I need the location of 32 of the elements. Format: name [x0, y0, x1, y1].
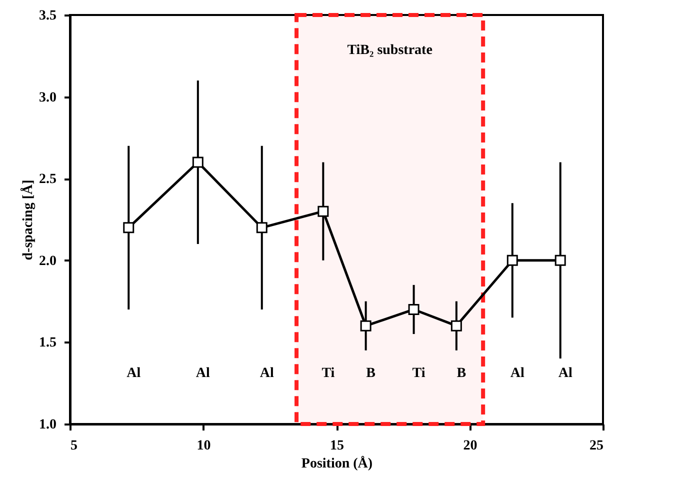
annotation: Al	[558, 366, 572, 381]
y-tick-label: 3.5	[39, 8, 56, 24]
y-tick-label: 2.0	[39, 254, 56, 269]
point	[506, 254, 518, 266]
point	[554, 254, 566, 266]
annotation: Al	[196, 366, 210, 381]
x-tick-label: 25	[590, 438, 604, 454]
point	[360, 320, 372, 332]
point	[123, 222, 134, 234]
annotation: Al	[510, 366, 524, 381]
annotation: Ti	[322, 366, 335, 381]
y-axis-title: d-spacing [Å]	[20, 180, 36, 260]
point	[408, 304, 420, 315]
y-tick-label: 1.0	[39, 418, 56, 432]
annotation: B	[366, 366, 376, 381]
point	[192, 156, 204, 168]
point	[256, 222, 268, 234]
y-tick-label: 2.5	[39, 172, 56, 188]
y-tick-label: 3.0	[39, 90, 56, 106]
annotation: Al	[126, 366, 141, 381]
x-axis-title: Position (Å)	[301, 456, 373, 472]
x-tick-label: 20	[463, 438, 478, 454]
point	[450, 320, 462, 332]
annotation: B	[456, 366, 466, 381]
x-tick-label: 15	[330, 438, 344, 454]
y-tick-label: 1.5	[39, 336, 56, 351]
annotation: Ti	[412, 366, 426, 381]
band-label: TiB₂ substrate	[347, 43, 432, 58]
x-tick-label: 10	[196, 438, 211, 454]
annotation: Al	[260, 366, 274, 381]
point	[318, 206, 329, 217]
x-tick-label: 5	[70, 438, 78, 454]
